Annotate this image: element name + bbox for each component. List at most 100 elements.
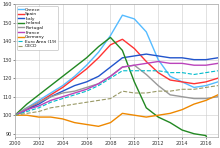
Greece bbox=[217, 81, 219, 83]
OECD bbox=[133, 92, 136, 94]
France bbox=[205, 64, 207, 66]
Germany bbox=[181, 109, 183, 111]
Ireland bbox=[61, 75, 64, 77]
Portugal bbox=[109, 75, 112, 77]
France bbox=[121, 66, 124, 68]
France bbox=[133, 64, 136, 66]
Line: Portugal: Portugal bbox=[15, 65, 218, 115]
Spain bbox=[169, 79, 171, 81]
Ireland bbox=[121, 49, 124, 51]
Germany bbox=[121, 112, 124, 114]
Euro Area (19) bbox=[26, 111, 28, 112]
Euro Area (19) bbox=[37, 107, 40, 109]
Greece bbox=[169, 75, 171, 77]
Euro Area (19) bbox=[73, 94, 76, 96]
Portugal bbox=[157, 85, 160, 86]
Line: Greece: Greece bbox=[15, 15, 218, 115]
France bbox=[50, 99, 52, 101]
Ireland bbox=[205, 135, 207, 136]
France bbox=[37, 105, 40, 107]
Ireland bbox=[169, 122, 171, 124]
Greece bbox=[26, 107, 28, 109]
Greece bbox=[205, 85, 207, 86]
OECD bbox=[50, 107, 52, 109]
Euro Area (19) bbox=[181, 72, 183, 74]
Germany bbox=[133, 114, 136, 116]
Portugal bbox=[217, 96, 219, 98]
Ireland bbox=[50, 85, 52, 86]
Portugal bbox=[85, 87, 88, 88]
France bbox=[181, 62, 183, 64]
Italy bbox=[169, 57, 171, 59]
Ireland bbox=[14, 114, 16, 116]
France bbox=[14, 114, 16, 116]
OECD bbox=[109, 98, 112, 99]
Spain bbox=[133, 48, 136, 49]
Portugal bbox=[145, 74, 148, 75]
OECD bbox=[181, 88, 183, 90]
Germany bbox=[217, 94, 219, 96]
Portugal bbox=[37, 101, 40, 103]
Euro Area (19) bbox=[145, 70, 148, 72]
Germany bbox=[97, 126, 100, 127]
Germany bbox=[109, 122, 112, 124]
OECD bbox=[217, 85, 219, 86]
Line: OECD: OECD bbox=[15, 86, 218, 115]
Italy bbox=[109, 66, 112, 68]
France bbox=[61, 96, 64, 98]
France bbox=[109, 75, 112, 77]
Euro Area (19) bbox=[169, 72, 171, 74]
Line: Ireland: Ireland bbox=[15, 37, 218, 148]
Germany bbox=[85, 124, 88, 125]
Greece bbox=[14, 114, 16, 116]
Italy bbox=[205, 59, 207, 61]
Germany bbox=[61, 118, 64, 120]
Spain bbox=[145, 61, 148, 62]
Germany bbox=[14, 114, 16, 116]
Italy bbox=[97, 75, 100, 77]
Spain bbox=[73, 77, 76, 79]
Italy bbox=[26, 109, 28, 111]
Greece bbox=[37, 99, 40, 101]
Portugal bbox=[169, 94, 171, 96]
Euro Area (19) bbox=[217, 70, 219, 72]
Portugal bbox=[97, 83, 100, 85]
Line: France: France bbox=[15, 62, 218, 115]
Germany bbox=[169, 112, 171, 114]
Line: Spain: Spain bbox=[15, 39, 218, 115]
Ireland bbox=[97, 46, 100, 48]
Line: Germany: Germany bbox=[15, 95, 218, 126]
France bbox=[97, 83, 100, 85]
Italy bbox=[61, 90, 64, 92]
Italy bbox=[14, 114, 16, 116]
Spain bbox=[205, 81, 207, 83]
Greece bbox=[109, 35, 112, 36]
Euro Area (19) bbox=[109, 77, 112, 79]
France bbox=[26, 109, 28, 111]
Line: Italy: Italy bbox=[15, 54, 218, 115]
France bbox=[193, 64, 195, 66]
Italy bbox=[37, 103, 40, 105]
Portugal bbox=[133, 64, 136, 66]
France bbox=[169, 62, 171, 64]
Greece bbox=[193, 87, 195, 88]
France bbox=[217, 62, 219, 64]
OECD bbox=[37, 111, 40, 112]
Portugal bbox=[73, 90, 76, 92]
Greece bbox=[133, 18, 136, 20]
OECD bbox=[145, 92, 148, 94]
Greece bbox=[157, 59, 160, 61]
France bbox=[73, 92, 76, 94]
Euro Area (19) bbox=[61, 98, 64, 99]
Spain bbox=[37, 101, 40, 103]
OECD bbox=[14, 114, 16, 116]
Ireland bbox=[133, 81, 136, 83]
Ireland bbox=[145, 107, 148, 109]
Germany bbox=[73, 122, 76, 124]
Spain bbox=[50, 94, 52, 96]
OECD bbox=[73, 103, 76, 105]
Euro Area (19) bbox=[157, 70, 160, 72]
Greece bbox=[50, 92, 52, 94]
Spain bbox=[61, 87, 64, 88]
Spain bbox=[157, 72, 160, 74]
